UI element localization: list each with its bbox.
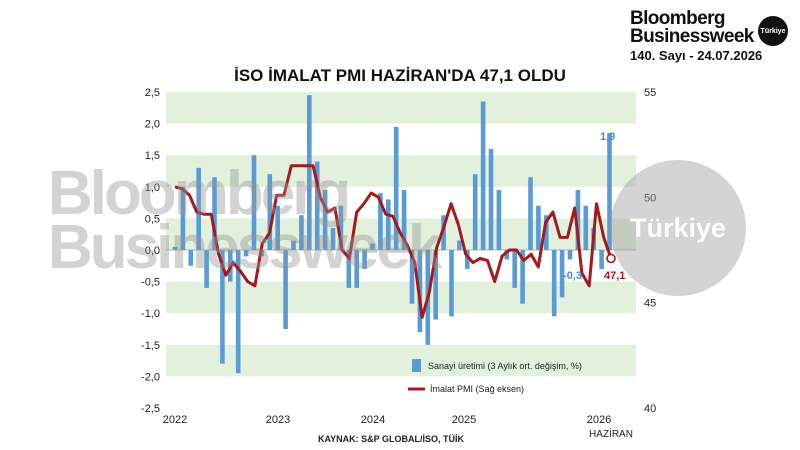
bar [243, 250, 249, 257]
bar [386, 199, 391, 250]
pmi-last-point [606, 253, 616, 264]
y-left-tick-label: 2,0 [145, 119, 160, 131]
brand-line-1: Bloomberg [630, 8, 725, 29]
grid-band-1 [166, 155, 636, 187]
y-left-tick-label: 2,5 [145, 87, 160, 99]
bar [488, 148, 494, 250]
bar [354, 250, 359, 288]
bar [512, 250, 517, 288]
x-tick-label: 2024 [361, 414, 385, 426]
legend-line-label: İmalat PMI (Sağ eksen) [430, 384, 524, 394]
bar [504, 250, 510, 260]
bar [472, 174, 478, 250]
x-tick-label: 2026 [587, 414, 611, 426]
y-left-tick-label: 0,0 [145, 245, 160, 257]
bar [393, 126, 399, 250]
y-right-tick-label: 50 [644, 192, 656, 204]
y-left-tick-label: -0,5 [141, 277, 160, 289]
bar [441, 215, 446, 250]
bar [251, 155, 257, 250]
y-left-tick-label: 0,5 [145, 213, 160, 225]
bar [551, 250, 557, 317]
bar [378, 193, 383, 250]
y-right-tick-label: 45 [644, 298, 656, 310]
x-end-label: HAZİRAN [589, 427, 633, 440]
bar [235, 250, 241, 374]
bar [433, 250, 438, 320]
y-left-tick-label: 1,5 [145, 150, 160, 162]
bar [299, 215, 304, 250]
source-note: KAYNAK: S&P GLOBAL/İSO, TÜİK [318, 434, 465, 444]
bar [409, 250, 415, 304]
y-right-tick-label: 40 [644, 403, 656, 415]
bar [559, 250, 565, 298]
bar [370, 243, 375, 250]
annotation-bar-max: 1,9 [600, 131, 615, 143]
bar [338, 205, 344, 250]
bar [449, 250, 454, 317]
annotation-bar-last: -0,3 [563, 270, 582, 282]
bar [528, 177, 533, 250]
bar [212, 177, 217, 250]
brand-badge: Türkiye [758, 16, 788, 46]
bar [196, 167, 201, 250]
brand-logo: Bloomberg Businessweek 140. Sayı - 24.07… [630, 8, 795, 63]
legend-bar-label: Sanayi üretimi (3 Aylık ort. değişim, %) [428, 361, 582, 371]
bar [575, 189, 581, 250]
brand-line-2: Businessweek [630, 26, 754, 47]
bar [465, 250, 470, 269]
bar [520, 250, 525, 304]
grid-band-0 [166, 92, 636, 124]
bar [283, 250, 288, 329]
bar [307, 95, 312, 250]
y-left-tick-label: -1,0 [141, 308, 160, 320]
y-left-tick-label: -1,5 [141, 340, 160, 352]
bar [496, 189, 502, 250]
watermark-line-1: Bloomberg [48, 159, 351, 228]
legend-bar-swatch [412, 359, 421, 372]
bar [346, 250, 352, 288]
bar [291, 240, 296, 250]
bar [607, 133, 612, 250]
bar [457, 240, 462, 250]
y-left-tick-label: -2,0 [141, 371, 160, 383]
grid-band-3 [166, 281, 636, 314]
chart-title: İSO İMALAT PMI HAZİRAN'DA 47,1 OLDU [234, 66, 566, 85]
grid-band-4 [166, 344, 636, 377]
x-tick-label: 2025 [452, 414, 476, 426]
bar [172, 246, 178, 250]
watermark-line-2: Businessweek [48, 213, 442, 282]
bar [583, 205, 589, 250]
bar [544, 215, 549, 250]
watermark-badge: Türkiye [610, 160, 746, 296]
bar [536, 205, 541, 250]
bar [314, 161, 320, 250]
bar [204, 250, 209, 288]
bar [180, 186, 186, 250]
bar [275, 205, 280, 250]
x-tick-label: 2023 [266, 414, 290, 426]
annotation-pmi-last: 47,1 [604, 270, 625, 282]
bar [267, 174, 273, 250]
bar [401, 189, 407, 250]
bar [480, 101, 486, 250]
bar [362, 250, 367, 269]
bar [330, 227, 336, 250]
pmi-line [174, 164, 613, 319]
bar [567, 250, 573, 260]
y-right-tick-label: 55 [644, 87, 656, 99]
bar [322, 189, 328, 250]
issue-info: 140. Sayı - 24.07.2026 [630, 48, 763, 63]
x-tick-label: 2022 [163, 414, 187, 426]
bar [220, 250, 225, 364]
bar [599, 250, 604, 269]
bar [188, 250, 194, 266]
y-left-tick-label: 1,0 [145, 182, 160, 194]
y-left-tick-label: -2,5 [141, 403, 160, 415]
